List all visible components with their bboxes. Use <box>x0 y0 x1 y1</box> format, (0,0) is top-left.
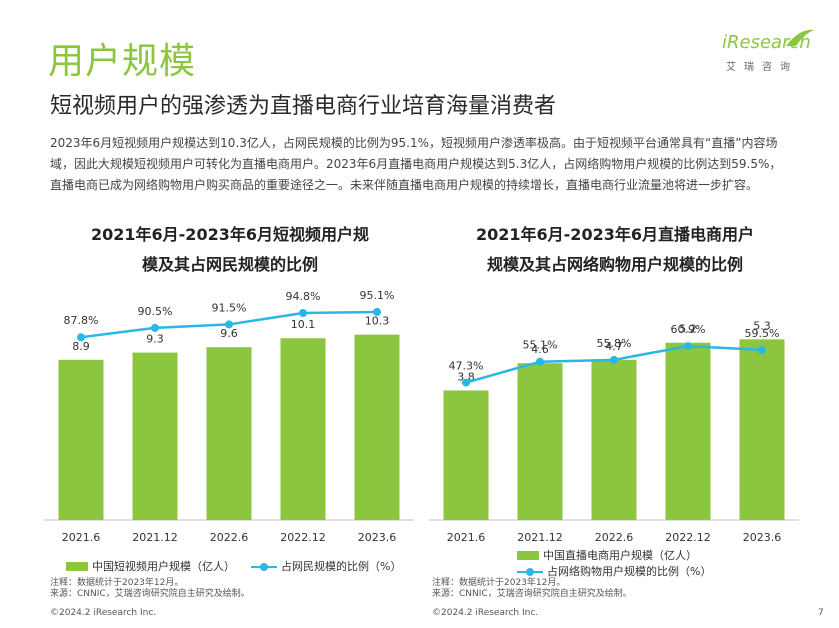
line-value-label: 55.8% <box>597 337 632 350</box>
bar <box>517 363 563 520</box>
line-point <box>225 320 233 329</box>
bar <box>665 342 711 520</box>
bar <box>58 359 104 520</box>
iresearch-logo: iResearch 艾瑞咨询 <box>722 29 814 77</box>
source-text: 来源：CNNIC，艾瑞咨询研究院自主研究及绘制。 <box>50 589 250 599</box>
line-point <box>151 323 159 332</box>
bar <box>591 359 637 520</box>
line-point <box>299 309 307 317</box>
legend-bar-swatch <box>66 561 88 571</box>
line-value-label: 95.1% <box>360 289 395 302</box>
page-title: 用户规模 <box>48 41 197 82</box>
line-value-label: 55.1% <box>523 339 558 352</box>
note-text: 注释：数据统计于2023年12月。 <box>50 578 184 588</box>
bar-value-label: 4.6 <box>531 343 549 356</box>
x-tick-label: 2022.6 <box>595 531 634 544</box>
bar-value-label: 9.3 <box>146 333 164 346</box>
line-point <box>610 355 618 364</box>
line-point <box>373 307 381 316</box>
chart-title: 2021年6月-2023年6月短视频用户规 模及其占网民规模的比例 <box>40 220 420 280</box>
x-tick-label: 2021.12 <box>517 531 563 544</box>
bar <box>132 352 178 520</box>
line-point <box>684 342 692 351</box>
chart-title-line1: 2021年6月-2023年6月直播电商用户 <box>476 225 754 244</box>
chart-live-commerce-users: 2021年6月-2023年6月直播电商用户 规模及其占网络购物用户规模的比例 3… <box>425 220 805 600</box>
x-tick-label: 2021.12 <box>132 531 178 544</box>
bar-value-label: 4.7 <box>605 340 623 353</box>
page-number: 7 <box>818 608 824 618</box>
chart-title: 2021年6月-2023年6月直播电商用户 规模及其占网络购物用户规模的比例 <box>425 220 805 280</box>
chart-title-line2: 规模及其占网络购物用户规模的比例 <box>486 255 743 274</box>
line-value-label: 94.8% <box>286 290 321 303</box>
summary-paragraph: 2023年6月短视频用户规模达到10.3亿人，占网民规模的比例为95.1%，短视… <box>50 136 782 192</box>
footer-copyright-right: ©2024.2 iResearch Inc. <box>432 608 539 618</box>
x-tick-label: 2022.12 <box>665 531 711 544</box>
bar <box>206 347 252 520</box>
legend-line-label: 占网络购物用户规模的比例（%） <box>547 565 712 578</box>
line-value-label: 47.3% <box>449 360 484 373</box>
footer-copyright-left: ©2024.2 iResearch Inc. <box>50 608 157 618</box>
x-tick-label: 2021.6 <box>447 531 486 544</box>
chart-short-video-users: 2021年6月-2023年6月短视频用户规 模及其占网民规模的比例 8.9 202… <box>40 220 420 600</box>
chart-title-line2: 模及其占网民规模的比例 <box>141 255 318 274</box>
line-point <box>77 333 85 342</box>
logo-swoosh-icon <box>786 29 814 46</box>
bar <box>280 338 326 520</box>
chart-plot: 3.82021.64.62021.124.72022.65.22022.125.… <box>429 319 799 544</box>
line-point <box>462 378 470 387</box>
x-tick-label: 2023.6 <box>743 531 782 544</box>
bar <box>443 390 489 520</box>
line-value-label: 90.5% <box>138 305 173 318</box>
page-subtitle: 短视频用户的强渗透为直播电商行业培育海量消费者 <box>50 94 557 119</box>
bar-value-label: 8.9 <box>72 340 90 353</box>
bar-value-label: 9.6 <box>220 327 238 340</box>
bar-value-label: 10.3 <box>365 315 390 328</box>
bar-value-label: 5.2 <box>679 323 697 336</box>
chart-plot: 8.9 2021.6 9.3 2021.12 9.6 2022.6 10.1 2022.12 1… <box>44 289 414 544</box>
x-tick-label: 2023.6 <box>358 531 397 544</box>
line-value-label: 87.8% <box>64 314 99 327</box>
legend-line-label: 占网民规模的比例（%） <box>281 560 402 573</box>
chart-note-left: 注释：数据统计于2023年12月。 来源：CNNIC，艾瑞咨询研究院自主研究及绘… <box>50 578 250 600</box>
x-tick-label: 2022.12 <box>280 531 326 544</box>
x-tick-label: 2022.6 <box>210 531 249 544</box>
line-value-label: 91.5% <box>212 301 247 314</box>
legend-line-swatch <box>517 567 543 576</box>
chart-title-line1: 2021年6月-2023年6月短视频用户规 <box>91 225 369 244</box>
legend-line-swatch <box>251 562 277 571</box>
chart-note-right: 注释：数据统计于2023年12月。 来源：CNNIC，艾瑞咨询研究院自主研究及绘… <box>432 578 632 600</box>
logo-wordmark: iResearch <box>722 32 811 53</box>
x-tick-label: 2021.6 <box>62 531 101 544</box>
legend-bar-label: 中国短视频用户规模（亿人） <box>92 560 235 573</box>
line-point <box>758 345 766 354</box>
note-text: 注释：数据统计于2023年12月。 <box>432 578 566 588</box>
legend-bar-label: 中国直播电商用户规模（亿人） <box>543 549 697 562</box>
line-value-label: 60.9% <box>671 323 706 336</box>
line-point <box>536 357 544 366</box>
legend-bar-swatch <box>517 550 539 560</box>
line-value-label: 59.5% <box>745 327 780 340</box>
bar-value-label: 5.3 <box>753 319 771 332</box>
bar <box>739 339 785 520</box>
legend-row-line: 占网络购物用户规模的比例（%） <box>517 563 711 579</box>
bar <box>354 334 400 520</box>
chart-legend: 中国短视频用户规模（亿人） 占网民规模的比例（%） <box>66 558 401 574</box>
logo-chinese: 艾瑞咨询 <box>726 62 798 73</box>
legend-row-bar: 中国直播电商用户规模（亿人） <box>517 547 697 563</box>
source-text: 来源：CNNIC，艾瑞咨询研究院自主研究及绘制。 <box>432 589 632 599</box>
bar-value-label: 10.1 <box>291 318 316 331</box>
chart-legend: 中国直播电商用户规模（亿人） 占网络购物用户规模的比例（%） <box>517 547 711 579</box>
